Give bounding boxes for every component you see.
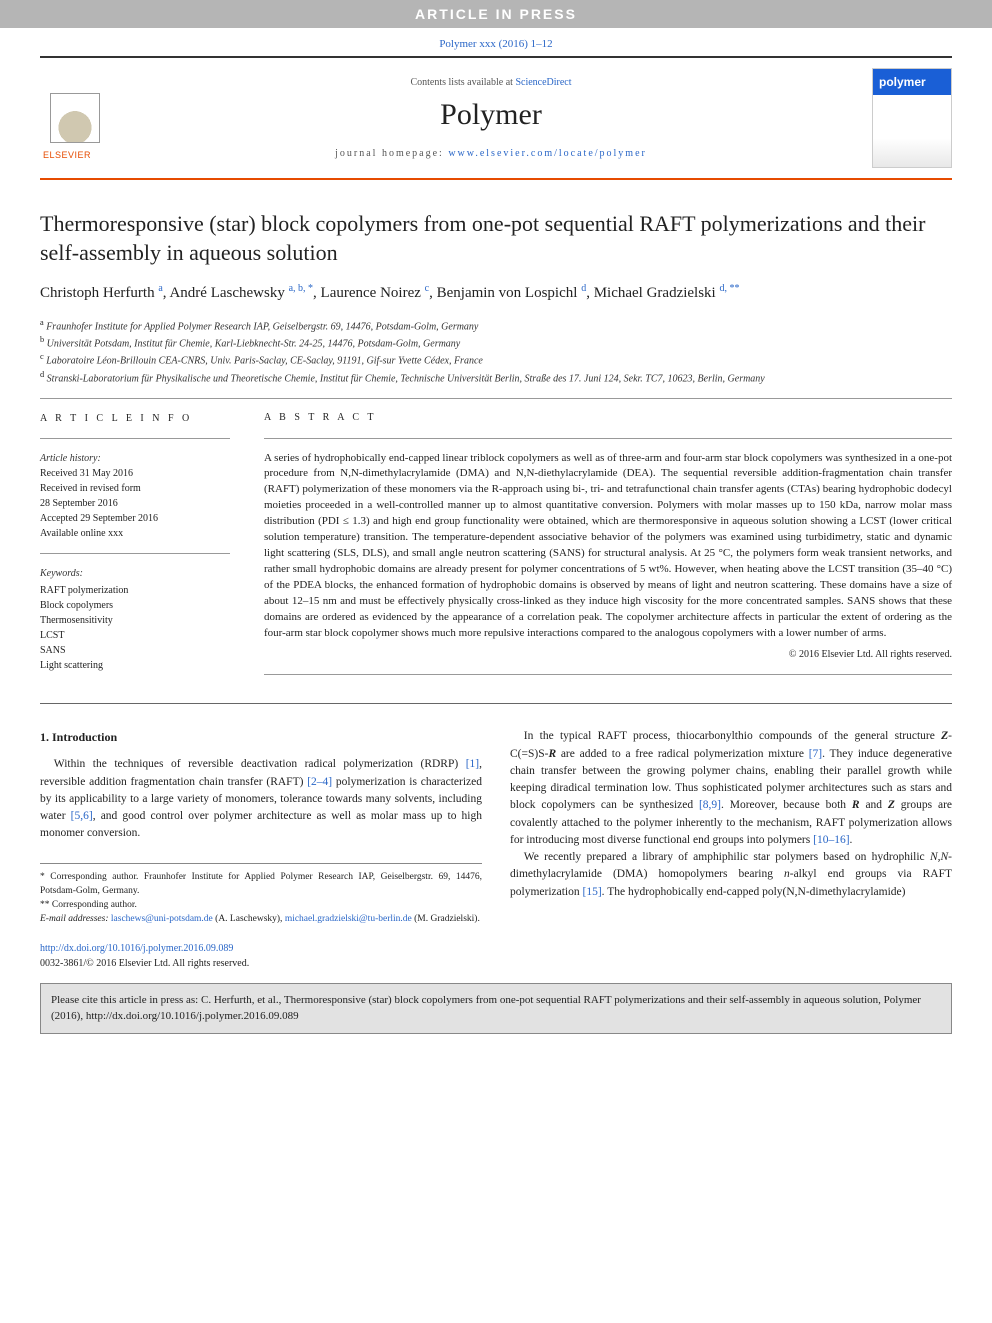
abstract: A B S T R A C T A series of hydrophobica…: [264, 411, 952, 687]
footnote-emails: E-mail addresses: laschews@uni-potsdam.d…: [40, 912, 482, 926]
keyword: Light scattering: [40, 658, 230, 673]
section-divider: [40, 703, 952, 704]
sciencedirect-link[interactable]: ScienceDirect: [515, 77, 571, 88]
keyword: Thermosensitivity: [40, 613, 230, 628]
issn-line: 0032-3861/© 2016 Elsevier Ltd. All right…: [40, 958, 249, 969]
affil-text: Laboratoire Léon-Brillouin CEA-CNRS, Uni…: [46, 356, 483, 367]
history-line: Accepted 29 September 2016: [40, 511, 230, 526]
footnotes: * Corresponding author. Fraunhofer Insti…: [40, 863, 482, 927]
divider: [40, 553, 230, 554]
journal-cover-body: [873, 95, 951, 167]
keyword: LCST: [40, 628, 230, 643]
divider: [40, 398, 952, 399]
article-in-press-banner: ARTICLE IN PRESS: [0, 0, 992, 28]
elsevier-tree-icon: [50, 93, 100, 143]
email-link[interactable]: laschews@uni-potsdam.de: [111, 914, 213, 924]
keyword: RAFT polymerization: [40, 583, 230, 598]
article-info-heading: A R T I C L E I N F O: [40, 411, 230, 426]
authors: Christoph Herfurth a, André Laschewsky a…: [40, 281, 952, 305]
intro-heading: 1. Introduction: [40, 728, 482, 746]
journal-cover-label: polymer: [873, 69, 951, 95]
homepage-link[interactable]: www.elsevier.com/locate/polymer: [448, 148, 647, 159]
journal-name: Polymer: [130, 98, 852, 132]
affil-sup: a: [40, 318, 44, 327]
affiliation: d Stranski-Laboratorium für Physikalisch…: [40, 369, 952, 386]
affiliation: c Laboratoire Léon-Brillouin CEA-CNRS, U…: [40, 351, 952, 368]
affiliation: b Universität Potsdam, Institut für Chem…: [40, 334, 952, 351]
email-name: (M. Gradzielski).: [412, 914, 480, 924]
keywords-list: RAFT polymerization Block copolymers The…: [40, 583, 230, 673]
affil-sup: d: [40, 370, 44, 379]
contents-prefix: Contents lists available at: [410, 77, 515, 88]
history-label: Article history:: [40, 451, 230, 466]
homepage-line: journal homepage: www.elsevier.com/locat…: [130, 148, 852, 159]
doi-block: http://dx.doi.org/10.1016/j.polymer.2016…: [40, 941, 952, 971]
history-line: Received 31 May 2016: [40, 466, 230, 481]
article-info: A R T I C L E I N F O Article history: R…: [40, 411, 230, 687]
email-link[interactable]: michael.gradzielski@tu-berlin.de: [285, 914, 412, 924]
divider: [264, 438, 952, 439]
body-col-left: 1. Introduction Within the techniques of…: [40, 728, 482, 926]
citation-top: Polymer xxx (2016) 1–12: [0, 28, 992, 56]
info-abstract-row: A R T I C L E I N F O Article history: R…: [40, 411, 952, 687]
homepage-prefix: journal homepage:: [335, 148, 448, 159]
keyword: Block copolymers: [40, 598, 230, 613]
doi-link[interactable]: http://dx.doi.org/10.1016/j.polymer.2016…: [40, 943, 233, 954]
footnote: * Corresponding author. Fraunhofer Insti…: [40, 870, 482, 899]
intro-p3: We recently prepared a library of amphip…: [510, 849, 952, 901]
footnote: ** Corresponding author.: [40, 898, 482, 912]
journal-cover: polymer: [872, 68, 952, 168]
affil-text: Fraunhofer Institute for Applied Polymer…: [46, 321, 478, 332]
affil-text: Stranski-Laboratorium für Physikalische …: [47, 373, 765, 384]
affil-text: Universität Potsdam, Institut für Chemie…: [47, 338, 461, 349]
abstract-heading: A B S T R A C T: [264, 411, 952, 426]
divider: [40, 438, 230, 439]
header-center: Contents lists available at ScienceDirec…: [130, 77, 852, 159]
keyword: SANS: [40, 643, 230, 658]
affil-sup: b: [40, 335, 44, 344]
emails-label: E-mail addresses:: [40, 914, 109, 924]
divider: [264, 674, 952, 675]
article-title: Thermoresponsive (star) block copolymers…: [40, 210, 952, 267]
body-columns: 1. Introduction Within the techniques of…: [40, 728, 952, 926]
affil-sup: c: [40, 352, 44, 361]
journal-header: Contents lists available at ScienceDirec…: [40, 56, 952, 180]
history-line: Available online xxx: [40, 526, 230, 541]
history-line: Received in revised form: [40, 481, 230, 496]
affiliation: a Fraunhofer Institute for Applied Polym…: [40, 317, 952, 334]
abstract-text: A series of hydrophobically end-capped l…: [264, 451, 952, 642]
cite-box: Please cite this article in press as: C.…: [40, 983, 952, 1034]
intro-p1: Within the techniques of reversible deac…: [40, 756, 482, 842]
body-col-right: In the typical RAFT process, thiocarbony…: [510, 728, 952, 926]
email-name: (A. Laschewsky),: [213, 914, 285, 924]
history-line: 28 September 2016: [40, 496, 230, 511]
intro-p2: In the typical RAFT process, thiocarbony…: [510, 728, 952, 849]
elsevier-logo: [40, 79, 110, 157]
affiliations: a Fraunhofer Institute for Applied Polym…: [40, 317, 952, 386]
contents-line: Contents lists available at ScienceDirec…: [130, 77, 852, 88]
abstract-copyright: © 2016 Elsevier Ltd. All rights reserved…: [264, 648, 952, 663]
keywords-label: Keywords:: [40, 566, 230, 581]
